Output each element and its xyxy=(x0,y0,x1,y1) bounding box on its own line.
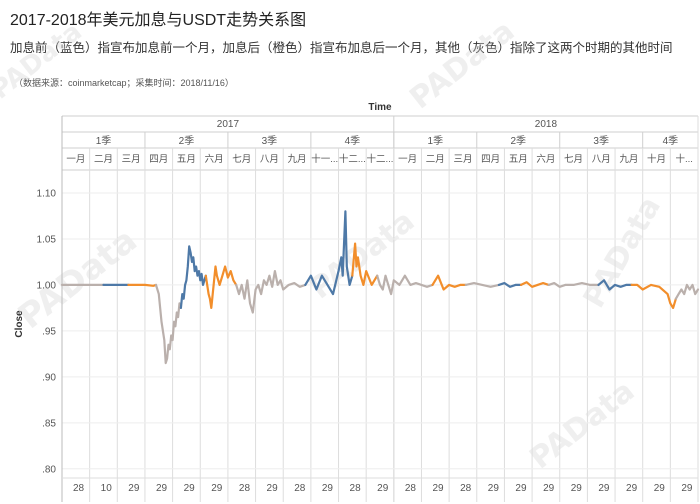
quarter-label-2: 3季 xyxy=(262,135,278,147)
watermark-2: PAData xyxy=(403,13,521,116)
bottom-label-0: 28 xyxy=(73,483,85,494)
bottom-label-5: 29 xyxy=(211,483,223,494)
bottom-label-22: 29 xyxy=(681,483,693,494)
bottom-label-8: 28 xyxy=(294,483,306,494)
month-label-21: 十月 xyxy=(647,153,666,165)
month-label-13: 二月 xyxy=(426,154,445,165)
quarter-label-5: 2季 xyxy=(510,135,526,147)
bottom-label-16: 29 xyxy=(515,483,527,494)
series-other-9 xyxy=(376,274,434,296)
quarter-label-4: 1季 xyxy=(428,135,444,147)
series-post-5 xyxy=(204,265,238,309)
year-label-2018: 2018 xyxy=(535,119,558,130)
series-other-11 xyxy=(464,282,500,288)
bottom-label-14: 28 xyxy=(460,483,472,494)
quarter-label-7: 4季 xyxy=(663,135,679,147)
bottom-label-17: 29 xyxy=(543,483,555,494)
series-pre-4 xyxy=(179,245,207,309)
month-label-1: 二月 xyxy=(94,154,113,165)
month-label-10: 十二... xyxy=(339,153,366,165)
quarter-label-3: 4季 xyxy=(345,135,361,147)
month-label-4: 五月 xyxy=(177,154,196,165)
bottom-label-10: 28 xyxy=(350,483,362,494)
bottom-label-7: 29 xyxy=(267,483,279,494)
series-post-13 xyxy=(519,281,550,288)
series-pre-15 xyxy=(597,279,633,291)
series-other-6 xyxy=(235,270,307,314)
bottom-label-20: 29 xyxy=(626,483,638,494)
bottom-label-18: 29 xyxy=(571,483,583,494)
year-label-2017: 2017 xyxy=(217,119,240,130)
series-other-14 xyxy=(547,282,600,288)
month-label-11: 十二... xyxy=(367,153,394,165)
bottom-label-21: 29 xyxy=(654,483,666,494)
month-label-8: 九月 xyxy=(288,153,307,165)
y-tick-label-low-1: .80 xyxy=(42,464,56,475)
watermark-3: PAData xyxy=(577,191,668,314)
month-label-15: 四月 xyxy=(481,154,500,165)
month-label-17: 六月 xyxy=(536,153,555,165)
watermark-0: PAData xyxy=(11,220,145,337)
y-tick-label-3: 1.05 xyxy=(37,234,57,245)
bottom-label-12: 28 xyxy=(405,483,417,494)
month-label-14: 三月 xyxy=(453,154,472,165)
month-label-6: 七月 xyxy=(232,154,251,165)
series-post-2 xyxy=(127,283,158,287)
series-other-3 xyxy=(154,283,182,365)
month-label-5: 六月 xyxy=(205,153,224,165)
y-tick-label-0: .90 xyxy=(42,372,56,383)
month-label-20: 九月 xyxy=(619,153,638,165)
month-label-9: 十一... xyxy=(311,153,338,165)
bottom-label-19: 29 xyxy=(598,483,610,494)
bottom-label-6: 28 xyxy=(239,483,251,494)
bottom-label-11: 29 xyxy=(377,483,389,494)
quarter-label-0: 1季 xyxy=(96,135,112,147)
month-label-2: 三月 xyxy=(122,154,141,165)
x-axis-title: Time xyxy=(368,102,392,113)
month-label-12: 一月 xyxy=(398,154,417,165)
watermark-5: PAData xyxy=(0,17,88,106)
bottom-label-1: 10 xyxy=(101,483,113,494)
series-pre-12 xyxy=(497,282,523,288)
month-label-16: 五月 xyxy=(509,154,528,165)
quarter-label-1: 2季 xyxy=(179,135,195,147)
y-tick-label-1: .95 xyxy=(42,326,56,337)
y-tick-label-low-0: .85 xyxy=(42,418,56,429)
bottom-label-2: 29 xyxy=(128,483,140,494)
bottom-label-15: 29 xyxy=(488,483,500,494)
month-label-18: 七月 xyxy=(564,154,583,165)
y-axis-title: Close xyxy=(14,310,25,338)
y-tick-label-4: 1.10 xyxy=(37,188,57,199)
y-tick-label-2: 1.00 xyxy=(37,280,57,291)
month-label-19: 八月 xyxy=(592,154,611,165)
month-label-7: 八月 xyxy=(260,154,279,165)
series-pre-7 xyxy=(304,210,354,296)
month-label-0: 一月 xyxy=(66,154,85,165)
series-post-16 xyxy=(630,283,677,309)
series-other-17 xyxy=(674,283,700,300)
series-post-10 xyxy=(431,274,467,291)
bottom-label-9: 29 xyxy=(322,483,334,494)
series-post-8 xyxy=(351,242,379,286)
bottom-label-4: 29 xyxy=(184,483,196,494)
bottom-label-13: 29 xyxy=(432,483,444,494)
month-label-22: 十... xyxy=(675,153,692,165)
data-source-note: （数据来源：coinmarketcap；采集时间：2018/11/16） xyxy=(14,78,234,88)
bottom-label-3: 29 xyxy=(156,483,168,494)
watermark-1: PAData xyxy=(303,203,421,306)
chart-subtitle: 加息前（蓝色）指宣布加息前一个月，加息后（橙色）指宣布加息后一个月，其他（灰色）… xyxy=(10,41,673,55)
chart-title: 2017-2018年美元加息与USDT走势关系图 xyxy=(10,12,307,29)
quarter-label-6: 3季 xyxy=(593,135,609,147)
month-label-3: 四月 xyxy=(149,154,168,165)
watermark-4: PAData xyxy=(523,373,641,476)
